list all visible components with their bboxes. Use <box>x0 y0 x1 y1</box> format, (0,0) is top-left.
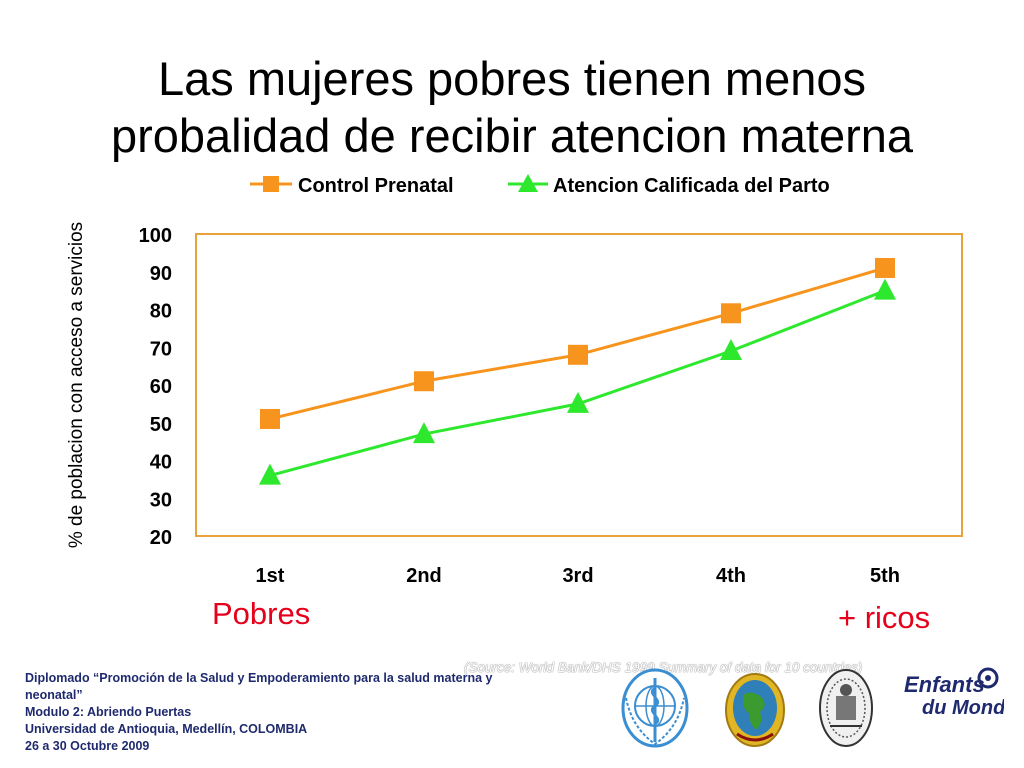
data-point-control-prenatal <box>414 371 434 392</box>
y-tick-label: 60 <box>150 376 172 398</box>
data-point-control-prenatal <box>721 303 741 324</box>
title-line-1: Las mujeres pobres tienen menos <box>157 52 866 105</box>
footer-line-1: Diplomado “Promoción de la Salud y Empod… <box>25 671 493 685</box>
legend-item-atencion-calificada: Atencion Calificada del Parto <box>508 174 830 197</box>
plot-area-border <box>195 233 963 537</box>
chart-legend: Control Prenatal Atencion Calificada del… <box>250 174 830 197</box>
y-axis-ticks: 100 90 80 70 60 50 40 30 20 <box>139 225 172 549</box>
svg-text:du Monde: du Monde <box>922 697 1004 719</box>
legend-label-atencion-calificada: Atencion Calificada del Parto <box>553 175 830 197</box>
legend-label-control-prenatal: Control Prenatal <box>298 175 454 197</box>
title-line-2: probalidad de recibir atencion materna <box>110 109 914 162</box>
label-ricos: + ricos <box>838 600 931 635</box>
source-note: (Source: World Bank/DHS 1999 Summary of … <box>464 660 863 675</box>
y-axis-title: % de poblacion con acceso a servicios <box>66 222 87 548</box>
y-tick-label: 40 <box>150 452 172 474</box>
data-point-atencion-calificada <box>874 278 896 300</box>
data-point-atencion-calificada <box>413 422 435 444</box>
line-chart: Control Prenatal Atencion Calificada del… <box>66 174 963 587</box>
legend-marker-triangle <box>518 174 538 192</box>
data-point-atencion-calificada <box>567 391 589 413</box>
y-tick-label: 70 <box>150 338 172 360</box>
x-tick-label: 4th <box>716 565 746 587</box>
data-point-control-prenatal <box>260 408 280 429</box>
label-pobres: Pobres <box>212 596 311 631</box>
data-point-control-prenatal <box>568 344 588 365</box>
data-point-atencion-calificada <box>720 339 742 361</box>
globe-seal-logo <box>725 673 785 747</box>
x-tick-label: 1st <box>256 565 285 587</box>
y-tick-label: 100 <box>139 225 172 247</box>
who-emblem-logo <box>621 668 689 748</box>
series-layer <box>259 257 896 485</box>
series-line-atencion-calificada <box>269 289 886 478</box>
y-tick-label: 90 <box>150 263 172 285</box>
x-tick-label: 2nd <box>406 565 442 587</box>
footer-line-4: Universidad de Antioquia, Medellín, COLO… <box>25 722 308 736</box>
footer-line-3: Modulo 2: Abriendo Puertas <box>25 705 192 719</box>
slide-title: Las mujeres pobres tienen menos probalid… <box>0 50 1024 164</box>
y-tick-label: 30 <box>150 489 172 511</box>
data-point-atencion-calificada <box>259 463 281 485</box>
svg-text:Enfants: Enfants <box>904 672 985 697</box>
enfants-du-monde-logo: Enfants du Monde <box>904 667 1004 719</box>
y-tick-label: 50 <box>150 414 172 436</box>
data-point-control-prenatal <box>875 257 895 278</box>
footer-line-5: 26 a 30 Octubre 2009 <box>25 739 150 753</box>
footer-text: Diplomado “Promoción de la Salud y Empod… <box>25 670 492 755</box>
university-seal-logo <box>819 669 873 747</box>
x-axis-ticks: 1st 2nd 3rd 4th 5th <box>256 565 900 587</box>
legend-marker-square <box>263 176 279 192</box>
legend-item-control-prenatal: Control Prenatal <box>250 175 454 197</box>
x-tick-label: 3rd <box>562 565 593 587</box>
footer-line-2: neonatal” <box>25 688 83 702</box>
y-tick-label: 80 <box>150 301 172 323</box>
x-tick-label: 5th <box>870 565 900 587</box>
y-tick-label: 20 <box>150 527 172 549</box>
